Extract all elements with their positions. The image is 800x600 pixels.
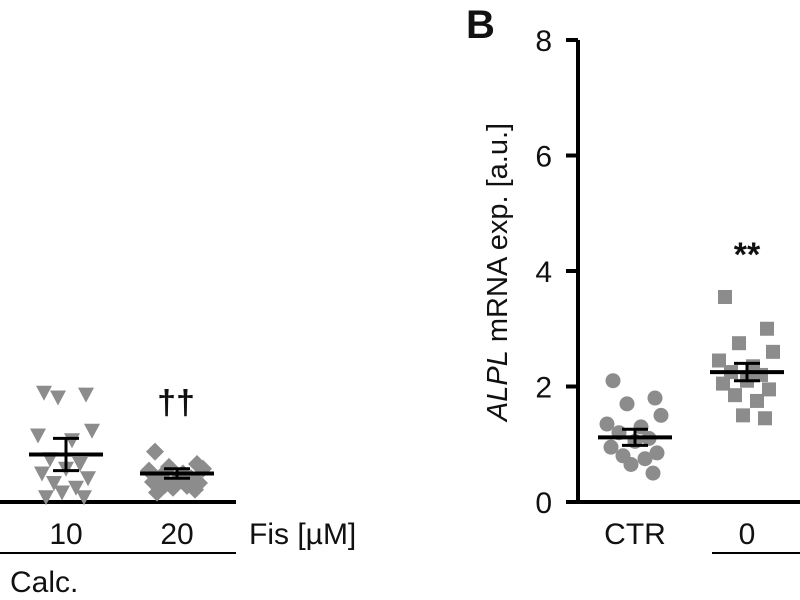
panel-a: 10 20 Fis [µM] Calc. †† bbox=[0, 384, 356, 599]
panel-a-x-tick-label-20: 20 bbox=[160, 518, 193, 551]
panel-a-10-point bbox=[68, 480, 84, 496]
panel-b-0-point bbox=[712, 353, 726, 368]
panel-a-10-point bbox=[54, 485, 70, 501]
panel-a-10-point bbox=[80, 471, 96, 487]
panel-a-10-point bbox=[36, 385, 52, 401]
panel-b-0-point bbox=[758, 411, 772, 426]
panel-a-10-point bbox=[38, 490, 54, 506]
panel-b-ctr-point bbox=[653, 407, 669, 423]
panel-b-ctr-point bbox=[645, 465, 661, 481]
panel-b-y-axis-label: ALPL mRNA exp. [a.u.] bbox=[482, 123, 514, 423]
panel-a-10-point bbox=[50, 390, 66, 406]
panel-b-ctr-point bbox=[599, 416, 615, 432]
panel-a-10-point bbox=[78, 387, 94, 403]
panel-a-10-point bbox=[72, 457, 88, 472]
panel-b-ctr-point bbox=[647, 390, 663, 406]
panel-a-means bbox=[29, 436, 214, 480]
panel-b-y-axis-label-rest: mRNA exp. [a.u.] bbox=[482, 123, 514, 350]
panel-a-10-point bbox=[84, 423, 100, 439]
panel-b-x-tick-label-0: 0 bbox=[739, 518, 756, 551]
panel-b-0-point bbox=[718, 289, 732, 304]
panel-a-20-point bbox=[164, 478, 182, 497]
panel-b-x-tick-label-ctr: CTR bbox=[604, 518, 666, 551]
panel-a-20-point bbox=[186, 480, 204, 499]
panel-a-x-unit-label: Fis [µM] bbox=[249, 518, 356, 551]
panel-b-y-tick-label: 2 bbox=[535, 372, 552, 405]
panel-b-ctr-point bbox=[623, 456, 639, 472]
panel-b-0-point bbox=[760, 321, 774, 336]
panel-b-label: B bbox=[466, 3, 495, 47]
panel-b-y-tick-label: 6 bbox=[535, 141, 552, 174]
panel-b-ctr-point bbox=[603, 439, 619, 455]
panel-b-y-ticks: 0 2 4 6 8 bbox=[535, 25, 578, 520]
panel-a-10-point bbox=[46, 476, 62, 491]
panel-b-y-tick-label: 8 bbox=[535, 25, 552, 58]
panel-b-0-point bbox=[716, 376, 730, 391]
panel-b-points bbox=[599, 289, 780, 481]
panel-b-means bbox=[598, 361, 784, 447]
panel-a-significance-annotation: †† bbox=[157, 384, 195, 422]
panel-b-0-point bbox=[766, 344, 780, 359]
panel-b-y-axis-label-gene: ALPL bbox=[482, 350, 514, 423]
panel-b-0-point bbox=[736, 408, 750, 423]
panel-b-0-point bbox=[732, 336, 746, 351]
panel-b-y-tick-label: 0 bbox=[535, 487, 552, 520]
panel-b-y-tick-label: 4 bbox=[535, 256, 552, 289]
panel-a-20-point bbox=[148, 483, 166, 502]
panel-b-ctr-point bbox=[649, 445, 665, 461]
panel-a-group-label: Calc. bbox=[10, 566, 78, 599]
panel-a-10-point bbox=[30, 428, 46, 444]
panel-b-0-point bbox=[762, 382, 776, 397]
panel-b-ctr-point bbox=[619, 396, 635, 412]
panel-b-0-point bbox=[750, 393, 764, 408]
panel-a-10-point bbox=[34, 466, 50, 482]
panel-b-0-point bbox=[728, 388, 742, 403]
panel-b: B 0 2 4 6 8 CTR 0 ** ALPL mRNA exp. [a.u.] bbox=[466, 3, 800, 554]
panel-b-ctr-point bbox=[605, 373, 621, 389]
panel-a-x-tick-label-10: 10 bbox=[49, 518, 82, 551]
panel-b-ctr-point bbox=[637, 451, 653, 467]
panel-b-significance-annotation: ** bbox=[734, 236, 761, 274]
panel-a-20-point bbox=[146, 442, 164, 461]
panel-a-10-point bbox=[76, 490, 92, 506]
